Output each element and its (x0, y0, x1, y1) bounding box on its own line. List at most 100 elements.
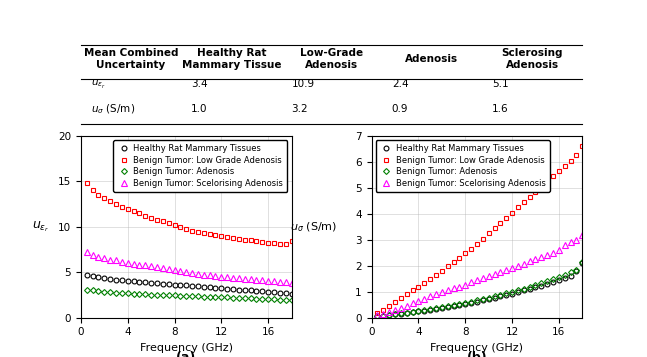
Benign Tumor: Adenosis: (18, 2.15): Adenosis: (18, 2.15) (578, 260, 586, 264)
Line: Benign Tumor: Scelorising Adenosis: Benign Tumor: Scelorising Adenosis (84, 250, 294, 286)
Benign Tumor: Scelorising Adenosis: (13.5, 2.17): Scelorising Adenosis: (13.5, 2.17) (526, 259, 534, 263)
Line: Benign Tumor: Low Grade Adenosis: Benign Tumor: Low Grade Adenosis (375, 144, 585, 315)
Benign Tumor: Scelorising Adenosis: (14, 2.25): Scelorising Adenosis: (14, 2.25) (532, 257, 540, 261)
Benign Tumor: Adenosis: (8.5, 2.42): Adenosis: (8.5, 2.42) (177, 293, 184, 298)
Benign Tumor: Adenosis: (8, 2.45): Adenosis: (8, 2.45) (171, 293, 179, 298)
Benign Tumor: Adenosis: (9, 0.67): Adenosis: (9, 0.67) (473, 298, 481, 302)
Healthy Rat Mammary Tissues (467, 301, 475, 305)
Benign Tumor: Adenosis: (2, 2.85): Adenosis: (2, 2.85) (100, 290, 108, 294)
Benign Tumor: Scelorising Adenosis: (3.5, 0.55): Scelorising Adenosis: (3.5, 0.55) (409, 301, 417, 306)
Healthy Rat Mammary Tissues (508, 291, 516, 296)
Benign Tumor: Low Grade Adenosis: (7.5, 2.3): Low Grade Adenosis: (7.5, 2.3) (455, 256, 463, 260)
Benign Tumor: Scelorising Adenosis: (7.5, 5.35): Scelorising Adenosis: (7.5, 5.35) (165, 267, 173, 271)
Healthy Rat Mammary Tissues (409, 310, 417, 315)
Healthy Rat Mammary Tissues (89, 274, 96, 278)
Benign Tumor: Low Grade Adenosis: (17, 8.15): Low Grade Adenosis: (17, 8.15) (276, 242, 284, 246)
Benign Tumor: Low Grade Adenosis: (10.5, 9.3): Low Grade Adenosis: (10.5, 9.3) (200, 231, 208, 235)
Healthy Rat Mammary Tissues (270, 290, 278, 295)
Healthy Rat Mammary Tissues (526, 287, 534, 291)
Benign Tumor: Low Grade Adenosis: (11.5, 9.1): Low Grade Adenosis: (11.5, 9.1) (212, 233, 219, 237)
Benign Tumor: Low Grade Adenosis: (10, 9.4): Low Grade Adenosis: (10, 9.4) (194, 230, 202, 235)
Healthy Rat Mammary Tissues (461, 302, 469, 306)
X-axis label: Frequency (GHz): Frequency (GHz) (430, 343, 523, 353)
Benign Tumor: Scelorising Adenosis: (18, 3.85): Scelorising Adenosis: (18, 3.85) (288, 281, 296, 285)
Benign Tumor: Scelorising Adenosis: (10, 4.85): Scelorising Adenosis: (10, 4.85) (194, 272, 202, 276)
Healthy Rat Mammary Tissues (276, 291, 284, 295)
Benign Tumor: Scelorising Adenosis: (10.5, 4.75): Scelorising Adenosis: (10.5, 4.75) (200, 272, 208, 277)
Benign Tumor: Adenosis: (11, 2.3): Adenosis: (11, 2.3) (206, 295, 214, 299)
Benign Tumor: Adenosis: (15, 1.4): Adenosis: (15, 1.4) (543, 279, 551, 283)
Benign Tumor: Scelorising Adenosis: (6.5, 5.55): Scelorising Adenosis: (6.5, 5.55) (153, 265, 161, 270)
Benign Tumor: Low Grade Adenosis: (9.5, 3.05): Low Grade Adenosis: (9.5, 3.05) (479, 236, 487, 241)
Benign Tumor: Low Grade Adenosis: (17.5, 6.25): Low Grade Adenosis: (17.5, 6.25) (573, 154, 580, 158)
Benign Tumor: Adenosis: (14.5, 2.12): Adenosis: (14.5, 2.12) (247, 296, 254, 301)
Benign Tumor: Low Grade Adenosis: (4.5, 1.35): Low Grade Adenosis: (4.5, 1.35) (421, 281, 428, 285)
Benign Tumor: Adenosis: (3.5, 2.72): Adenosis: (3.5, 2.72) (118, 291, 126, 295)
Benign Tumor: Scelorising Adenosis: (2, 6.6): Scelorising Adenosis: (2, 6.6) (100, 256, 108, 260)
Benign Tumor: Adenosis: (6.5, 2.52): Adenosis: (6.5, 2.52) (153, 293, 161, 297)
Benign Tumor: Low Grade Adenosis: (12.5, 8.9): Low Grade Adenosis: (12.5, 8.9) (223, 235, 231, 239)
Benign Tumor: Scelorising Adenosis: (0.5, 7.2): Scelorising Adenosis: (0.5, 7.2) (83, 250, 91, 255)
Benign Tumor: Low Grade Adenosis: (8.5, 2.65): Low Grade Adenosis: (8.5, 2.65) (467, 247, 475, 251)
Benign Tumor: Adenosis: (2.5, 2.8): Adenosis: (2.5, 2.8) (106, 290, 114, 295)
Legend: Healthy Rat Mammary Tissues, Benign Tumor: Low Grade Adenosis, Benign Tumor: Ade: Healthy Rat Mammary Tissues, Benign Tumo… (113, 140, 287, 192)
Benign Tumor: Low Grade Adenosis: (7, 2.15): Low Grade Adenosis: (7, 2.15) (450, 260, 457, 264)
Healthy Rat Mammary Tissues (532, 285, 540, 290)
Benign Tumor: Adenosis: (7.5, 2.48): Adenosis: (7.5, 2.48) (165, 293, 173, 297)
Benign Tumor: Adenosis: (5, 0.33): Adenosis: (5, 0.33) (426, 307, 434, 311)
Benign Tumor: Adenosis: (11.5, 0.94): Adenosis: (11.5, 0.94) (502, 291, 510, 296)
Healthy Rat Mammary Tissues (578, 261, 586, 265)
Benign Tumor: Adenosis: (5.5, 2.58): Adenosis: (5.5, 2.58) (141, 292, 149, 296)
Benign Tumor: Adenosis: (4, 2.68): Adenosis: (4, 2.68) (124, 291, 131, 296)
Text: (b): (b) (466, 351, 487, 357)
Healthy Rat Mammary Tissues (426, 308, 434, 312)
Benign Tumor: Scelorising Adenosis: (15.5, 4.1): Scelorising Adenosis: (15.5, 4.1) (258, 278, 266, 283)
Benign Tumor: Low Grade Adenosis: (14.5, 8.5): Low Grade Adenosis: (14.5, 8.5) (247, 238, 254, 243)
Benign Tumor: Scelorising Adenosis: (0.5, 0.1): Scelorising Adenosis: (0.5, 0.1) (373, 313, 381, 317)
Benign Tumor: Scelorising Adenosis: (17, 3.95): Scelorising Adenosis: (17, 3.95) (276, 280, 284, 284)
Benign Tumor: Adenosis: (17, 1.75): Adenosis: (17, 1.75) (567, 270, 575, 275)
Benign Tumor: Scelorising Adenosis: (11, 4.65): Scelorising Adenosis: (11, 4.65) (206, 273, 214, 278)
Benign Tumor: Scelorising Adenosis: (7.5, 1.2): Scelorising Adenosis: (7.5, 1.2) (455, 285, 463, 289)
Healthy Rat Mammary Tissues (235, 287, 243, 292)
Healthy Rat Mammary Tissues (258, 289, 266, 293)
Line: Benign Tumor: Scelorising Adenosis: Benign Tumor: Scelorising Adenosis (375, 232, 585, 318)
Healthy Rat Mammary Tissues (200, 285, 208, 289)
Benign Tumor: Scelorising Adenosis: (11, 1.76): Scelorising Adenosis: (11, 1.76) (496, 270, 504, 274)
Benign Tumor: Scelorising Adenosis: (15, 4.2): Scelorising Adenosis: (15, 4.2) (252, 277, 260, 282)
Benign Tumor: Adenosis: (17.5, 1.95): Adenosis: (17.5, 1.95) (282, 298, 290, 302)
Benign Tumor: Adenosis: (14, 1.25): Adenosis: (14, 1.25) (532, 283, 540, 287)
Healthy Rat Mammary Tissues (159, 282, 167, 286)
Healthy Rat Mammary Tissues (223, 287, 231, 291)
Benign Tumor: Low Grade Adenosis: (4, 12): Low Grade Adenosis: (4, 12) (124, 207, 131, 211)
Benign Tumor: Low Grade Adenosis: (3.5, 12.2): Low Grade Adenosis: (3.5, 12.2) (118, 205, 126, 209)
Benign Tumor: Scelorising Adenosis: (14.5, 4.25): Scelorising Adenosis: (14.5, 4.25) (247, 277, 254, 281)
Benign Tumor: Scelorising Adenosis: (8.5, 5.15): Scelorising Adenosis: (8.5, 5.15) (177, 269, 184, 273)
Healthy Rat Mammary Tissues (212, 286, 219, 290)
Line: Healthy Rat Mammary Tissues: Healthy Rat Mammary Tissues (84, 273, 294, 296)
Benign Tumor: Scelorising Adenosis: (16, 4.05): Scelorising Adenosis: (16, 4.05) (264, 279, 272, 283)
Healthy Rat Mammary Tissues (194, 284, 202, 288)
Benign Tumor: Low Grade Adenosis: (11, 9.2): Low Grade Adenosis: (11, 9.2) (206, 232, 214, 236)
Healthy Rat Mammary Tissues (490, 296, 498, 300)
Benign Tumor: Low Grade Adenosis: (6.5, 2): Low Grade Adenosis: (6.5, 2) (444, 264, 452, 268)
Benign Tumor: Low Grade Adenosis: (17, 6.05): Low Grade Adenosis: (17, 6.05) (567, 159, 575, 163)
Healthy Rat Mammary Tissues (264, 290, 272, 294)
Benign Tumor: Adenosis: (15.5, 1.48): Adenosis: (15.5, 1.48) (549, 277, 557, 281)
Healthy Rat Mammary Tissues (573, 269, 580, 273)
Benign Tumor: Low Grade Adenosis: (8.5, 10): Low Grade Adenosis: (8.5, 10) (177, 225, 184, 229)
Benign Tumor: Adenosis: (13.5, 1.18): Adenosis: (13.5, 1.18) (526, 285, 534, 289)
Benign Tumor: Low Grade Adenosis: (13, 4.45): Low Grade Adenosis: (13, 4.45) (520, 200, 528, 204)
Benign Tumor: Adenosis: (11, 0.88): Adenosis: (11, 0.88) (496, 293, 504, 297)
Benign Tumor: Adenosis: (9, 2.4): Adenosis: (9, 2.4) (182, 294, 190, 298)
Healthy Rat Mammary Tissues (100, 276, 108, 280)
Benign Tumor: Adenosis: (13, 1.12): Adenosis: (13, 1.12) (520, 287, 528, 291)
Y-axis label: $u_{\sigma}$ (S/m): $u_{\sigma}$ (S/m) (290, 220, 337, 234)
Benign Tumor: Low Grade Adenosis: (14, 8.6): Low Grade Adenosis: (14, 8.6) (241, 237, 248, 242)
Benign Tumor: Adenosis: (16.5, 2.02): Adenosis: (16.5, 2.02) (270, 297, 278, 302)
Benign Tumor: Adenosis: (10, 2.35): Adenosis: (10, 2.35) (194, 294, 202, 298)
Benign Tumor: Adenosis: (1.5, 2.9): Adenosis: (1.5, 2.9) (94, 289, 102, 293)
Benign Tumor: Low Grade Adenosis: (18, 6.6): Low Grade Adenosis: (18, 6.6) (578, 144, 586, 149)
Healthy Rat Mammary Tissues (432, 307, 440, 311)
Benign Tumor: Low Grade Adenosis: (3.5, 1.05): Low Grade Adenosis: (3.5, 1.05) (409, 288, 417, 293)
